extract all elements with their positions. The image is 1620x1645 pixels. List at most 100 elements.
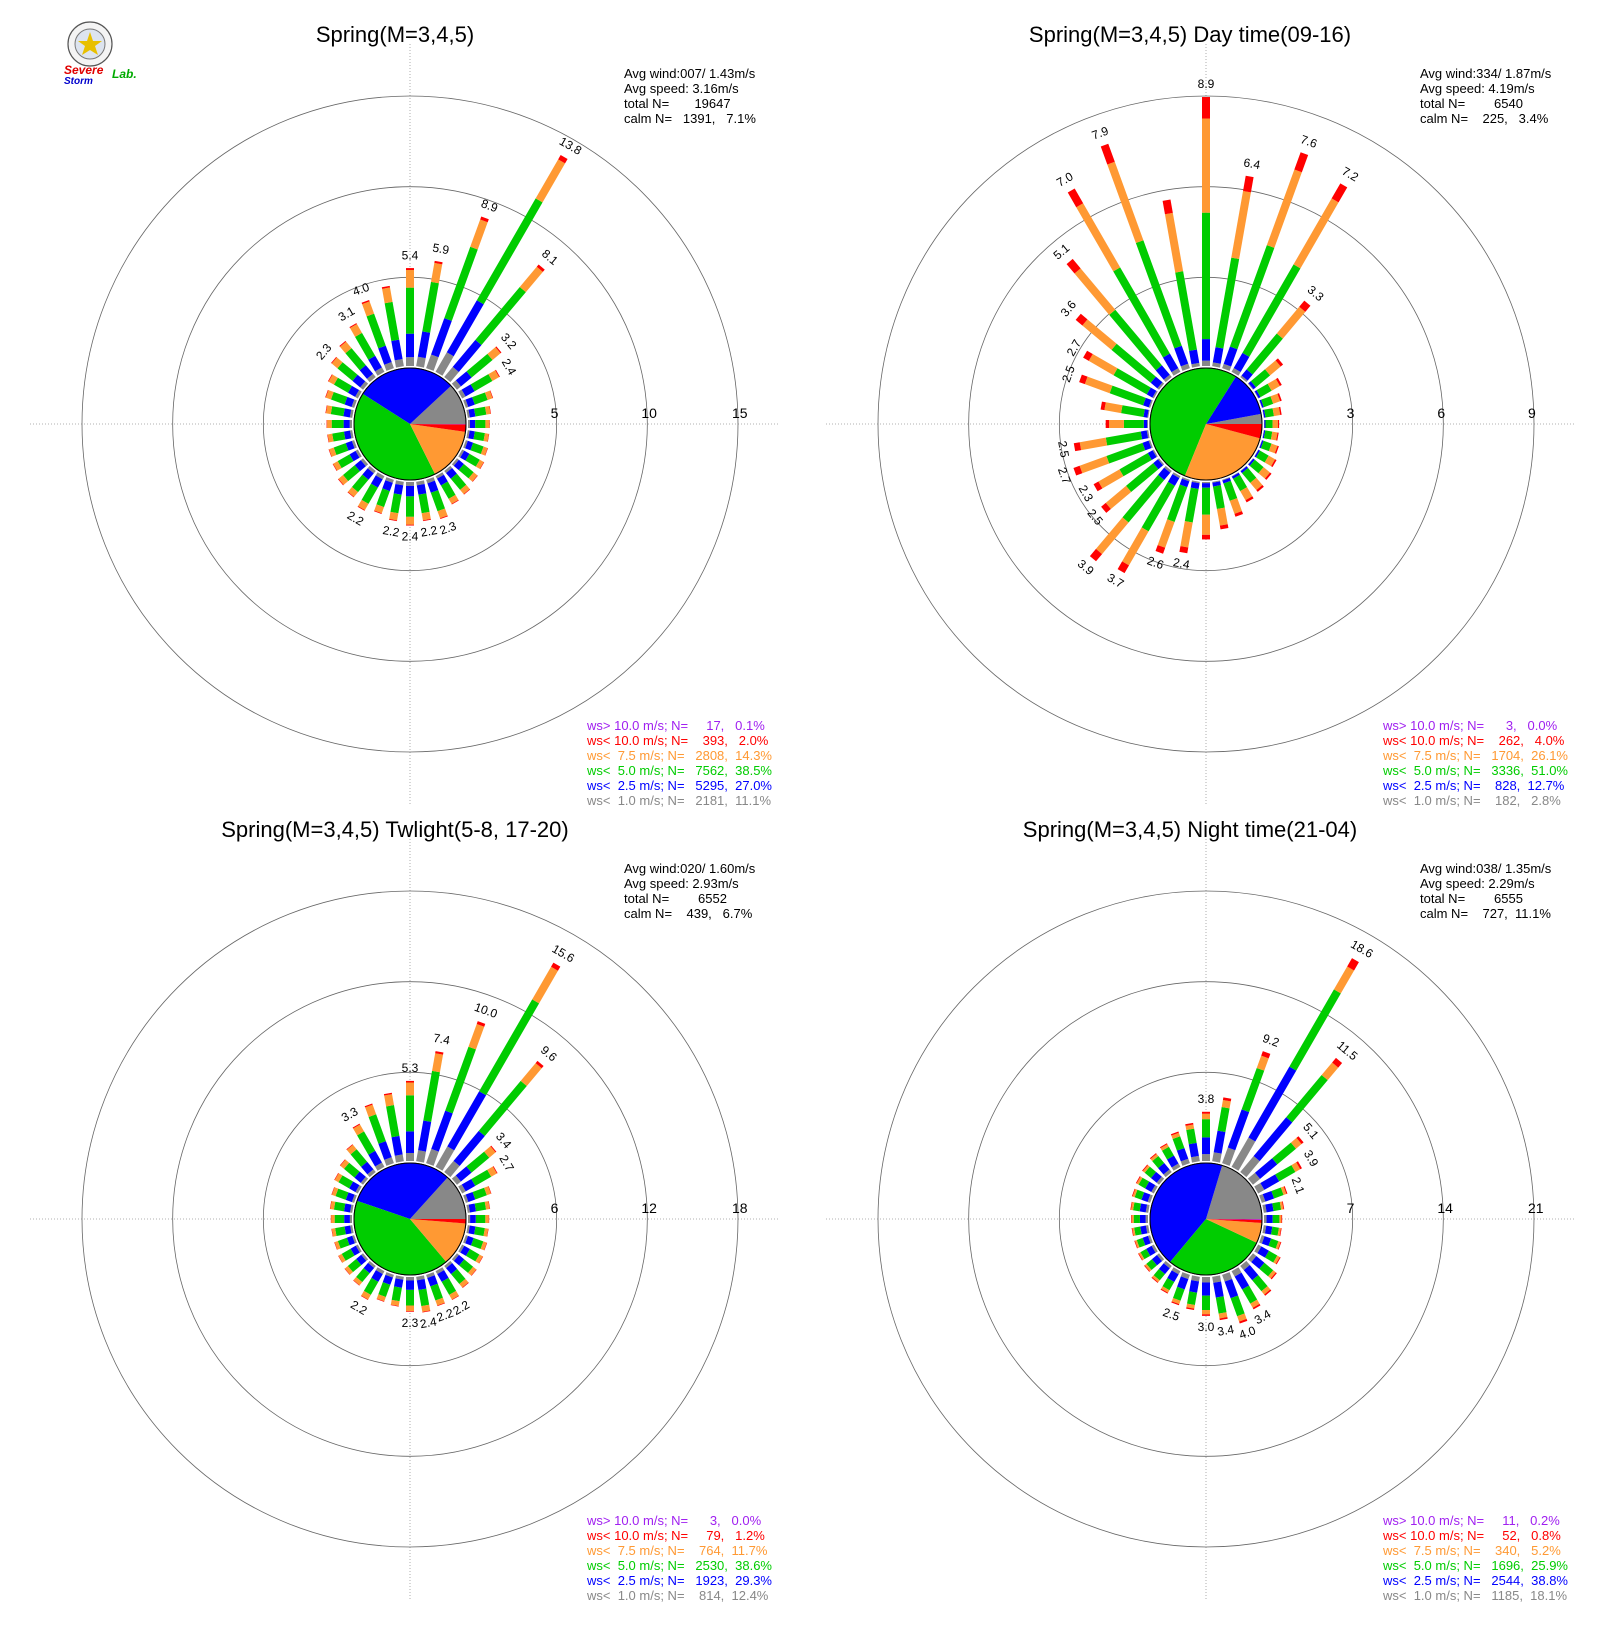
- bar-total-label: 3.1: [336, 304, 358, 325]
- direction-bar-180: [406, 1277, 414, 1312]
- legend-entry: ws< 5.0 m/s; N= 7562, 38.5%: [586, 763, 772, 778]
- bar-segment: [395, 359, 404, 368]
- bar-segment: [1278, 420, 1279, 428]
- bar-segment: [1109, 420, 1124, 428]
- bar-total-label: 2.5: [1084, 506, 1106, 528]
- bar-segment: [1218, 1107, 1230, 1132]
- bar-segment: [1173, 1136, 1185, 1150]
- bar-total-label: 3.4: [493, 1130, 515, 1152]
- bar-segment: [1267, 1215, 1273, 1223]
- bar-segment: [406, 1305, 414, 1311]
- bar-segment: [1202, 488, 1210, 515]
- bar-total-label: 3.3: [339, 1104, 361, 1125]
- bar-segment: [1080, 456, 1110, 473]
- direction-bar-90: [1264, 420, 1279, 428]
- bar-segment: [390, 493, 401, 513]
- bar-total-label: 2.5: [1059, 363, 1078, 384]
- bar-segment: [475, 1202, 486, 1212]
- bar-segment: [485, 420, 489, 428]
- direction-bar-260: [327, 430, 353, 442]
- bar-segment: [367, 314, 386, 349]
- legend-entry: ws< 2.5 m/s; N= 828, 12.7%: [1382, 778, 1565, 793]
- bar-segment: [475, 420, 485, 428]
- bar-segment: [355, 333, 375, 360]
- bar-segment: [1273, 1215, 1280, 1223]
- bar-segment: [1189, 1280, 1199, 1293]
- bar-segment: [468, 1024, 484, 1049]
- bar-total-label: 3.2: [498, 330, 520, 352]
- direction-bar-270: [327, 420, 352, 428]
- bar-segment: [327, 420, 332, 428]
- bar-segment: [406, 486, 414, 496]
- bar-segment: [332, 420, 344, 428]
- bar-segment: [1075, 268, 1116, 314]
- bar-total-label: 7.9: [1090, 124, 1111, 143]
- bar-segment: [470, 420, 475, 428]
- stat-line: calm N= 225, 3.4%: [1420, 111, 1549, 126]
- bar-segment: [1294, 198, 1339, 268]
- bar-segment: [1264, 430, 1272, 439]
- bar-segment: [335, 1226, 346, 1236]
- bar-segment: [335, 1215, 345, 1223]
- direction-bar-80: [1262, 1201, 1284, 1212]
- bar-segment: [344, 1215, 350, 1223]
- bar-segment: [1146, 1215, 1148, 1223]
- legend-entry: ws< 5.0 m/s; N= 3336, 51.0%: [1382, 763, 1568, 778]
- direction-bar-180: [1202, 482, 1210, 539]
- bar-segment: [1213, 347, 1224, 364]
- bar-segment: [445, 1047, 476, 1114]
- ring-tick-label: 15: [732, 405, 748, 421]
- bar-segment: [1243, 176, 1254, 193]
- bar-segment: [357, 1131, 375, 1154]
- bar-segment: [1106, 431, 1142, 445]
- bar-total-label: 6.4: [1242, 155, 1261, 172]
- bar-segment: [1225, 1279, 1239, 1298]
- bar-segment: [1286, 1075, 1328, 1122]
- bar-segment: [334, 443, 349, 455]
- bar-total-label: 5.9: [431, 241, 450, 258]
- bar-segment: [1242, 1068, 1265, 1112]
- legend-entry: ws< 10.0 m/s; N= 393, 2.0%: [586, 733, 769, 748]
- bar-segment: [1106, 420, 1109, 428]
- bar-segment: [395, 1154, 404, 1162]
- legend-entry: ws< 7.5 m/s; N= 764, 11.7%: [586, 1543, 768, 1558]
- direction-bar-280: [330, 1201, 354, 1213]
- bar-segment: [1264, 1215, 1267, 1223]
- bar-segment: [1242, 1286, 1257, 1304]
- direction-bar-90: [468, 420, 490, 428]
- bar-segment: [1273, 420, 1278, 428]
- bar-total-label: 3.7: [1105, 571, 1127, 592]
- bar-segment: [1104, 402, 1122, 413]
- ring-tick-label: 9: [1528, 405, 1536, 421]
- legend-entry: ws< 10.0 m/s; N= 262, 4.0%: [1382, 733, 1565, 748]
- direction-bar-280: [1130, 1202, 1149, 1213]
- bar-segment: [1260, 1174, 1279, 1190]
- bar-segment: [466, 1152, 489, 1173]
- bar-segment: [350, 1215, 352, 1223]
- bar-segment: [432, 1053, 443, 1072]
- bar-segment: [417, 1279, 427, 1290]
- legend-entry: ws> 10.0 m/s; N= 11, 0.2%: [1382, 1513, 1560, 1528]
- direction-bar-30: [1232, 183, 1348, 375]
- bar-segment: [331, 1215, 334, 1223]
- bar-total-label: 11.5: [1334, 1038, 1360, 1063]
- bar-segment: [1122, 527, 1148, 565]
- bar-total-label: 2.3: [402, 1316, 419, 1330]
- direction-bar-80: [1262, 407, 1281, 418]
- bar-segment: [1132, 1215, 1134, 1223]
- direction-bar-190: [391, 1275, 404, 1306]
- bar-segment: [471, 1170, 491, 1186]
- bar-segment: [1222, 1100, 1231, 1108]
- direction-bar-170: [416, 1275, 430, 1312]
- logo-word-severe: Severe: [64, 63, 104, 77]
- bar-total-label: 4.0: [351, 280, 372, 299]
- bar-segment: [1271, 1227, 1279, 1236]
- bar-segment: [470, 1215, 476, 1223]
- bar-total-label: 2.3: [438, 519, 459, 538]
- panel-title: Spring(M=3,4,5) Night time(21-04): [1023, 817, 1357, 842]
- direction-bar-190: [1186, 1275, 1200, 1310]
- bar-segment: [406, 288, 414, 334]
- logo-word-lab: Lab.: [112, 67, 137, 81]
